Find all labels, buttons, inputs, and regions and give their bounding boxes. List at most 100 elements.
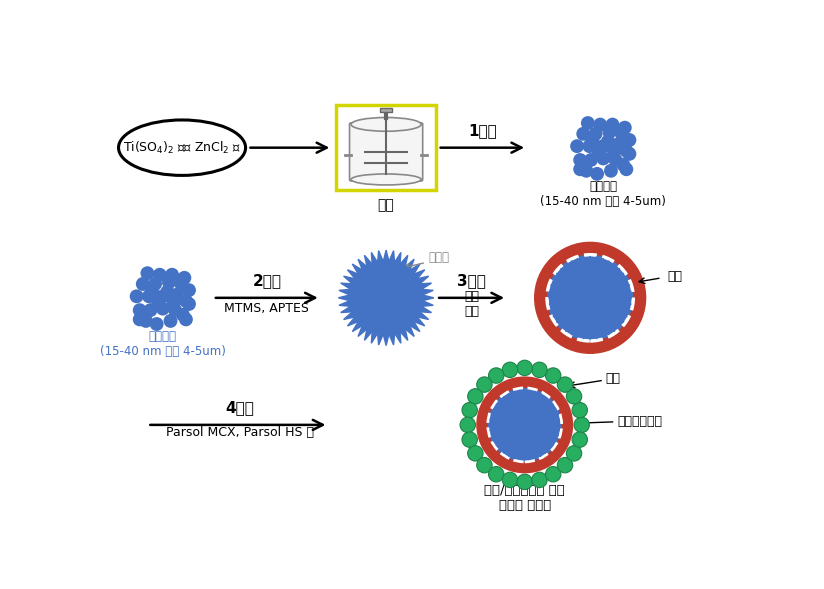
Polygon shape <box>400 329 408 340</box>
Polygon shape <box>583 330 588 339</box>
Polygon shape <box>499 442 507 450</box>
Polygon shape <box>423 295 434 300</box>
Polygon shape <box>549 290 558 295</box>
Circle shape <box>477 377 492 392</box>
Polygon shape <box>548 409 556 415</box>
Circle shape <box>462 432 477 447</box>
Circle shape <box>164 314 177 328</box>
Polygon shape <box>545 404 553 411</box>
Circle shape <box>574 417 589 432</box>
Polygon shape <box>517 452 523 460</box>
Polygon shape <box>389 251 395 262</box>
Polygon shape <box>395 332 400 343</box>
Polygon shape <box>358 259 367 270</box>
Circle shape <box>590 167 604 181</box>
Text: 합성: 합성 <box>377 198 395 213</box>
Circle shape <box>566 446 582 461</box>
Circle shape <box>517 474 532 489</box>
Circle shape <box>349 261 423 335</box>
Polygon shape <box>513 451 518 458</box>
Circle shape <box>143 303 157 317</box>
Polygon shape <box>504 396 511 404</box>
FancyBboxPatch shape <box>349 123 423 181</box>
Polygon shape <box>556 315 565 322</box>
Ellipse shape <box>351 118 421 131</box>
Polygon shape <box>491 413 499 419</box>
Circle shape <box>166 296 180 309</box>
Polygon shape <box>583 257 588 266</box>
Bar <box>336 105 436 190</box>
Polygon shape <box>414 270 424 278</box>
Circle shape <box>179 312 193 326</box>
Polygon shape <box>504 446 511 454</box>
Circle shape <box>584 153 598 167</box>
Polygon shape <box>414 317 424 326</box>
Circle shape <box>557 377 573 392</box>
Text: 항균/자외선차단 복합
기능성 미립자: 항균/자외선차단 복합 기능성 미립자 <box>485 484 565 512</box>
Polygon shape <box>597 258 603 267</box>
Text: 나노입자
(15-40 nm 또는 4-5um): 나노입자 (15-40 nm 또는 4-5um) <box>541 180 666 208</box>
Polygon shape <box>549 300 558 306</box>
Circle shape <box>179 294 193 308</box>
Polygon shape <box>560 269 569 276</box>
Polygon shape <box>552 422 560 428</box>
Polygon shape <box>550 306 559 311</box>
Text: 2단계: 2단계 <box>252 273 281 289</box>
Circle shape <box>177 271 191 284</box>
Polygon shape <box>364 255 372 266</box>
Polygon shape <box>418 276 428 283</box>
Circle shape <box>162 276 176 289</box>
Polygon shape <box>616 273 624 281</box>
Polygon shape <box>571 326 578 335</box>
Circle shape <box>152 268 166 282</box>
Text: 나노입자
(15-40 nm 또는 4-5um): 나노입자 (15-40 nm 또는 4-5um) <box>100 330 226 358</box>
Polygon shape <box>620 306 630 311</box>
Circle shape <box>129 289 143 303</box>
Polygon shape <box>420 307 432 313</box>
Circle shape <box>477 377 573 472</box>
Circle shape <box>609 153 622 167</box>
Circle shape <box>170 288 184 302</box>
Circle shape <box>604 164 618 178</box>
Polygon shape <box>344 276 354 283</box>
Polygon shape <box>620 285 630 290</box>
Circle shape <box>622 147 636 161</box>
Circle shape <box>489 466 504 482</box>
Polygon shape <box>616 315 624 322</box>
Polygon shape <box>339 289 350 294</box>
Polygon shape <box>611 269 620 276</box>
Polygon shape <box>535 448 541 456</box>
Text: MTMS, APTES: MTMS, APTES <box>224 302 309 315</box>
Polygon shape <box>527 452 531 460</box>
Polygon shape <box>549 295 557 300</box>
Polygon shape <box>539 446 545 454</box>
Polygon shape <box>405 259 414 270</box>
Circle shape <box>168 303 182 317</box>
Circle shape <box>477 458 492 473</box>
Circle shape <box>566 389 582 404</box>
Circle shape <box>468 446 483 461</box>
Circle shape <box>156 302 170 316</box>
Polygon shape <box>588 330 592 339</box>
Circle shape <box>139 314 152 328</box>
Polygon shape <box>588 256 592 265</box>
Ellipse shape <box>119 120 246 176</box>
Circle shape <box>462 402 477 418</box>
Ellipse shape <box>351 174 421 185</box>
Polygon shape <box>508 393 514 402</box>
Circle shape <box>176 308 190 322</box>
Polygon shape <box>571 261 578 270</box>
Polygon shape <box>602 261 609 270</box>
Polygon shape <box>494 409 501 415</box>
Polygon shape <box>339 295 349 300</box>
Polygon shape <box>522 389 527 397</box>
Circle shape <box>156 289 170 303</box>
Circle shape <box>583 139 597 153</box>
Circle shape <box>182 283 196 297</box>
Polygon shape <box>508 448 514 456</box>
Polygon shape <box>542 400 550 407</box>
Polygon shape <box>420 283 432 289</box>
Text: 기능기: 기능기 <box>428 252 449 264</box>
Circle shape <box>182 297 196 311</box>
Polygon shape <box>499 400 507 407</box>
